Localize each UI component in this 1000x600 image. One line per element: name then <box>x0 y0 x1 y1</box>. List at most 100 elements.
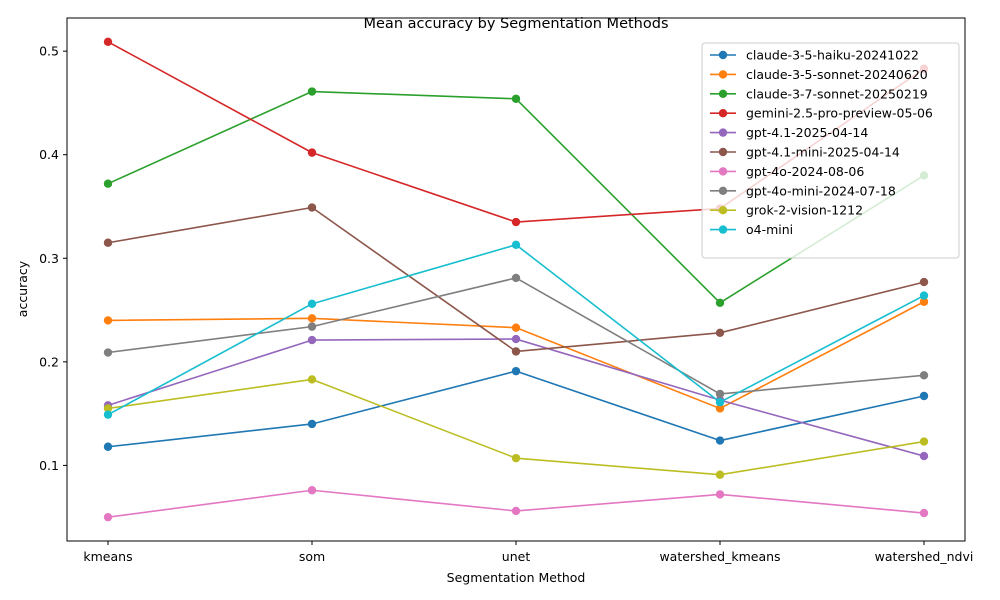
series-0 <box>103 366 929 451</box>
data-point <box>103 442 113 451</box>
legend: claude-3-5-haiku-20241022 claude-3-5-sonn… <box>701 42 960 259</box>
series-8 <box>103 375 929 479</box>
legend-label: o4-mini <box>746 222 793 237</box>
x-tick-label: kmeans <box>83 549 132 564</box>
data-point <box>307 486 317 495</box>
data-point <box>307 419 317 429</box>
data-point <box>307 148 317 157</box>
data-point <box>307 314 317 323</box>
legend-entry: claude-3-7-sonnet-20250219 <box>710 86 928 101</box>
legend-entry: o4-mini <box>710 222 793 237</box>
legend-label: claude-3-5-sonnet-20240620 <box>746 67 928 82</box>
data-point <box>103 404 113 413</box>
data-point <box>715 328 725 338</box>
series-line <box>107 370 925 448</box>
y-axis: 0.1 0.2 0.3 0.4 0.5 <box>39 44 67 473</box>
chart-title: Mean accuracy by Segmentation Methods <box>364 16 669 32</box>
x-axis-label: Segmentation Method <box>447 570 586 585</box>
data-point <box>715 490 725 499</box>
series-5 <box>103 203 929 356</box>
data-point <box>307 299 317 309</box>
data-point <box>307 335 317 345</box>
y-tick-label: 0.2 <box>39 354 59 369</box>
legend-entry: gpt-4.1-mini-2025-04-14 <box>710 145 900 160</box>
data-point <box>919 291 929 300</box>
legend-entry: claude-3-5-haiku-20241022 <box>710 48 919 63</box>
data-point <box>511 506 521 516</box>
series-6 <box>103 486 929 522</box>
data-point <box>511 334 521 344</box>
y-axis-label: accuracy <box>15 260 30 317</box>
data-point <box>919 391 929 401</box>
legend-entry: claude-3-5-sonnet-20240620 <box>710 67 928 82</box>
data-point <box>103 37 113 47</box>
data-point <box>307 87 317 96</box>
data-point <box>511 94 521 103</box>
data-point <box>511 347 521 356</box>
data-point <box>715 404 725 413</box>
legend-label: gpt-4o-mini-2024-07-18 <box>746 183 896 198</box>
data-point <box>103 238 113 247</box>
data-point <box>919 297 929 306</box>
data-point <box>715 398 725 407</box>
x-axis: kmeans som unet watershed_kmeans watershed_n… <box>83 541 973 564</box>
y-tick-label: 0.5 <box>39 44 59 59</box>
data-point <box>307 322 317 331</box>
data-point <box>103 179 113 188</box>
data-point <box>511 366 521 376</box>
legend-swatch-marker <box>718 109 728 118</box>
legend-label: grok-2-vision-1212 <box>746 203 863 218</box>
data-point <box>715 389 725 399</box>
data-point <box>103 410 113 419</box>
legend-swatch-marker <box>718 147 728 157</box>
series-9 <box>103 240 929 419</box>
legend-label: gpt-4.1-mini-2025-04-14 <box>746 145 900 160</box>
data-point <box>715 470 725 479</box>
x-tick-label: watershed_ndvi <box>875 549 974 564</box>
data-point <box>511 217 521 227</box>
legend-label: gpt-4o-2024-08-06 <box>746 164 864 179</box>
data-point <box>919 437 929 446</box>
data-point <box>307 203 317 212</box>
legend-entry: gpt-4o-2024-08-06 <box>710 164 864 179</box>
x-tick-label: som <box>299 549 325 564</box>
data-point <box>715 298 725 308</box>
data-point <box>919 371 929 380</box>
legend-box <box>701 42 960 259</box>
data-point <box>103 316 113 325</box>
data-point <box>103 512 113 522</box>
legend-swatch-marker <box>718 206 728 215</box>
legend-entry: gpt-4o-mini-2024-07-18 <box>710 183 896 198</box>
series-7 <box>103 273 929 399</box>
data-point <box>307 375 317 384</box>
legend-swatch-marker <box>718 70 728 79</box>
legend-swatch-marker <box>718 89 728 99</box>
x-tick-label: unet <box>502 549 531 564</box>
series-1 <box>103 297 929 413</box>
legend-label: claude-3-5-haiku-20241022 <box>746 48 919 63</box>
legend-entry: gemini-2.5-pro-preview-05-06 <box>710 106 933 121</box>
y-tick-label: 0.1 <box>39 458 59 473</box>
data-point <box>919 277 929 287</box>
legend-label: claude-3-7-sonnet-20250219 <box>746 86 928 101</box>
legend-swatch-marker <box>718 50 728 60</box>
x-tick-label: watershed_kmeans <box>659 549 780 564</box>
data-point <box>511 240 521 250</box>
legend-label: gemini-2.5-pro-preview-05-06 <box>746 106 933 121</box>
data-point <box>919 451 929 461</box>
data-point <box>919 508 929 518</box>
legend-entry: grok-2-vision-1212 <box>710 203 863 218</box>
data-point <box>715 436 725 445</box>
legend-swatch-marker <box>718 225 728 234</box>
legend-swatch-marker <box>718 167 728 176</box>
legend-swatch-marker <box>718 128 728 137</box>
y-tick-label: 0.4 <box>39 147 59 162</box>
data-point <box>511 453 521 463</box>
series-line <box>107 338 925 457</box>
data-point <box>103 348 113 357</box>
legend-entry: gpt-4.1-2025-04-14 <box>710 125 868 140</box>
data-point <box>511 323 521 332</box>
data-point <box>511 273 521 283</box>
legend-swatch-marker <box>718 186 728 195</box>
